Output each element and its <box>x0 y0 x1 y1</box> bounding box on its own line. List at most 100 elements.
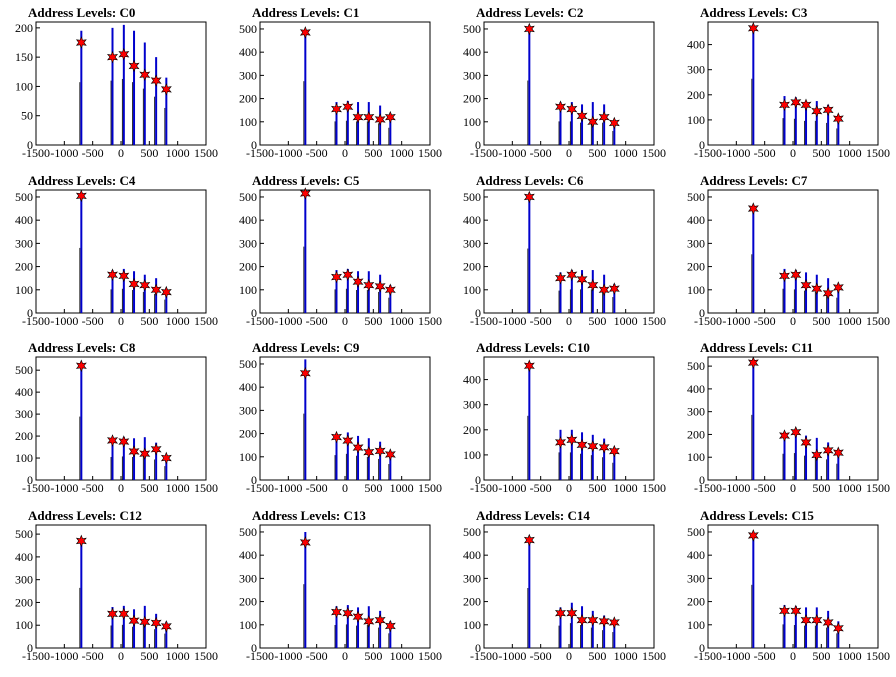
x-tick-label: -1500 <box>694 314 722 328</box>
x-tick-label: 1500 <box>642 146 666 160</box>
y-tick-label: 0 <box>251 306 257 320</box>
x-tick-label: 0 <box>566 649 572 663</box>
x-tick-label: -500 <box>306 314 328 328</box>
y-tick-label: 300 <box>463 398 481 412</box>
peak-marker <box>778 98 791 112</box>
x-tick-label: -500 <box>306 649 328 663</box>
peak-marker <box>747 22 759 35</box>
x-tick-label: 0 <box>342 146 348 160</box>
peak-marker <box>363 445 375 459</box>
y-tick-label: 400 <box>463 45 481 59</box>
plot-frame <box>35 356 207 481</box>
peak-marker <box>363 614 375 628</box>
x-tick-label: 1500 <box>866 146 890 160</box>
y-tick-label: 400 <box>463 373 481 387</box>
peak-marker <box>139 278 151 292</box>
x-tick-label: -1000 <box>498 649 526 663</box>
y-tick-label: 500 <box>239 525 257 539</box>
y-tick-label: 300 <box>687 571 705 585</box>
y-tick-label: 100 <box>15 79 33 93</box>
peak-marker <box>554 435 567 449</box>
y-tick-label: 100 <box>687 618 705 632</box>
peak-marker <box>790 95 802 109</box>
y-tick-label: 200 <box>15 429 33 443</box>
peak-marker <box>832 281 844 294</box>
x-tick-label: 0 <box>790 314 796 328</box>
peak-marker <box>800 436 812 449</box>
x-tick-label: -500 <box>82 481 104 495</box>
peak-marker <box>150 74 162 87</box>
x-tick-label: -500 <box>82 314 104 328</box>
peak-marker <box>139 447 151 460</box>
x-tick-label: 500 <box>140 146 158 160</box>
y-tick-label: 0 <box>27 306 33 320</box>
peak-marker <box>150 283 162 297</box>
y-tick-label: 500 <box>463 525 481 539</box>
peak-marker <box>523 533 535 547</box>
y-tick-label: 300 <box>239 68 257 82</box>
subplot-title: Address Levels: C6 <box>476 173 584 188</box>
x-tick-label: 1500 <box>866 481 890 495</box>
x-tick-label: -1000 <box>722 481 750 495</box>
y-tick-label: 0 <box>699 641 705 655</box>
peak-marker <box>587 439 599 453</box>
x-tick-label: -500 <box>530 649 552 663</box>
peak-marker <box>800 98 812 112</box>
subplot-c2: Address Levels: C20100200300400500-1500-… <box>463 5 666 160</box>
y-tick-label: 500 <box>687 359 705 373</box>
y-tick-label: 100 <box>463 115 481 129</box>
peak-marker <box>822 103 834 117</box>
y-tick-label: 200 <box>239 92 257 106</box>
y-tick-label: 200 <box>687 595 705 609</box>
y-tick-label: 100 <box>15 451 33 465</box>
peak-marker <box>598 283 610 297</box>
y-tick-label: 100 <box>239 283 257 297</box>
y-tick-label: 300 <box>15 573 33 587</box>
plot-frame <box>259 189 431 314</box>
y-tick-label: 100 <box>687 113 705 127</box>
peak-marker <box>790 604 802 618</box>
x-tick-label: -500 <box>754 146 776 160</box>
peak-marker <box>160 83 172 96</box>
y-tick-label: 100 <box>463 448 481 462</box>
peak-marker <box>150 616 162 630</box>
peak-marker <box>554 271 567 285</box>
y-tick-label: 200 <box>239 260 257 274</box>
subplot-c11: Address Levels: C11 0 100 200 300 400 500 -1500… <box>687 340 890 495</box>
peak-marker <box>330 605 343 619</box>
x-tick-label: 1000 <box>390 314 414 328</box>
x-tick-label: 1500 <box>194 481 218 495</box>
x-tick-label: -1000 <box>274 481 302 495</box>
peak-marker <box>118 607 130 621</box>
x-tick-label: 500 <box>364 146 382 160</box>
x-tick-label: -500 <box>530 314 552 328</box>
x-tick-label: -1500 <box>22 314 50 328</box>
peak-marker <box>811 282 823 295</box>
peak-marker <box>75 189 87 203</box>
x-tick-label: 1500 <box>642 481 666 495</box>
subplot-c3: Address Levels: C3 0 100 200 300 400 -1500 -100… <box>687 5 890 160</box>
peak-marker <box>160 285 172 299</box>
x-tick-label: -1500 <box>694 649 722 663</box>
x-tick-label: 0 <box>118 314 124 328</box>
y-tick-label: 500 <box>463 22 481 36</box>
y-tick-label: 0 <box>251 641 257 655</box>
subplot-c15: Address Levels: C15 0 100 200 300 400 500 -1500… <box>687 508 890 663</box>
y-tick-label: 300 <box>687 405 705 419</box>
y-tick-label: 500 <box>463 190 481 204</box>
subplot-title: Address Levels: C12 <box>28 508 142 523</box>
peak-marker <box>832 112 844 125</box>
peak-marker <box>778 269 791 283</box>
x-tick-label: -1500 <box>470 649 498 663</box>
x-tick-label: 500 <box>588 649 606 663</box>
subplot-title: Address Levels: C1 <box>252 5 359 20</box>
subplot-c10: Address Levels: C10 0 100 200 300 400 -1500 -10… <box>463 340 666 495</box>
y-tick-label: 500 <box>15 363 33 377</box>
x-tick-label: -500 <box>530 481 552 495</box>
y-tick-label: 300 <box>463 68 481 82</box>
y-tick-label: 400 <box>15 550 33 564</box>
x-tick-label: 1000 <box>166 649 190 663</box>
peak-marker <box>75 534 87 548</box>
subplot-c6: Address Levels: C60100200300400500-1500-… <box>463 173 666 328</box>
peak-marker <box>118 47 130 61</box>
